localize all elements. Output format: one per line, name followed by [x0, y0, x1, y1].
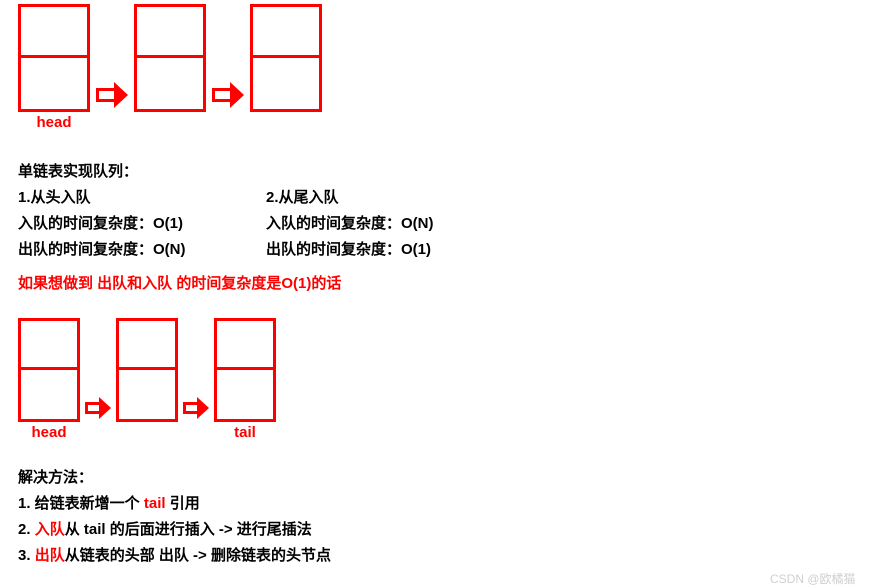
text-line: 入队的时间复杂度：O(1): [18, 212, 183, 233]
text-span: 从链表的头部 出队 -> 删除链表的头节点: [65, 547, 331, 564]
text-span: 从 tail 的后面进行插入 -> 进行尾插法: [65, 521, 312, 538]
text-line: 出队的时间复杂度：O(1): [266, 238, 431, 259]
text-line: 1.从头入队: [18, 186, 91, 207]
node-cell: [18, 370, 80, 422]
text-line: 2.从尾入队: [266, 186, 339, 207]
node-cell: [134, 58, 206, 112]
node-cell: [134, 4, 206, 58]
list-node: [250, 4, 322, 132]
node-cell: [250, 58, 322, 112]
node-cell: [250, 4, 322, 58]
list-node: [116, 318, 178, 442]
text-line: 单链表实现队列：: [18, 160, 138, 181]
text-span: tail: [144, 495, 166, 512]
arrow-icon: [96, 82, 128, 132]
linked-list-diagram-2: head tail: [18, 318, 276, 442]
text-line: 1. 给链表新增一个 tail 引用: [18, 492, 200, 513]
linked-list-diagram-1: head: [18, 4, 322, 132]
watermark: CSDN @欧橘猫: [770, 570, 856, 587]
arrow-icon: [212, 82, 244, 132]
node-label: head: [31, 424, 66, 442]
node-cell: [18, 58, 90, 112]
text-line: 如果想做到 出队和入队 的时间复杂度是O(1)的话: [18, 272, 341, 293]
text-line: 解决方法：: [18, 466, 93, 487]
arrow-icon: [85, 397, 111, 442]
text-span: 出队: [35, 547, 65, 564]
node-cell: [214, 370, 276, 422]
node-cell: [18, 318, 80, 370]
node-cell: [116, 370, 178, 422]
text-span: 入队: [35, 521, 65, 538]
list-node: head: [18, 4, 90, 132]
list-node: [134, 4, 206, 132]
list-node: tail: [214, 318, 276, 442]
text-span: 1. 给链表新增一个: [18, 495, 144, 512]
node-cell: [214, 318, 276, 370]
node-cell: [116, 318, 178, 370]
node-cell: [18, 4, 90, 58]
list-node: head: [18, 318, 80, 442]
text-line: 2. 入队从 tail 的后面进行插入 -> 进行尾插法: [18, 518, 312, 539]
text-line: 入队的时间复杂度：O(N): [266, 212, 434, 233]
node-label: tail: [234, 424, 256, 442]
text-span: 2.: [18, 521, 35, 538]
arrow-icon: [183, 397, 209, 442]
text-span: 3.: [18, 547, 35, 564]
text-span: 引用: [166, 495, 200, 512]
node-label: head: [36, 114, 71, 132]
text-line: 3. 出队从链表的头部 出队 -> 删除链表的头节点: [18, 544, 331, 565]
text-line: 出队的时间复杂度：O(N): [18, 238, 186, 259]
